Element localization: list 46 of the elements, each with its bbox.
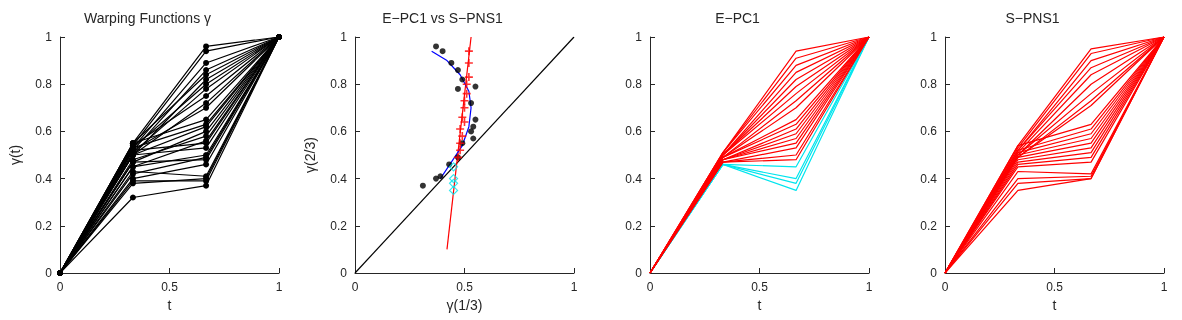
y-tick-label: 1 xyxy=(930,30,938,44)
chart-title: S−PNS1 xyxy=(1005,10,1060,26)
y-tick-label: 0 xyxy=(635,266,643,280)
y-axis-title: γ(t) xyxy=(7,144,23,166)
y-tick-label: 0.8 xyxy=(330,77,348,92)
x-tick-label: 0 xyxy=(941,280,949,294)
x-axis-title: t xyxy=(1052,296,1057,313)
y-tick-label: 0.4 xyxy=(920,171,938,186)
chart-title: E−PC1 xyxy=(715,10,761,26)
y-tick-label: 1 xyxy=(340,30,348,44)
chart-title: Warping Functions γ xyxy=(83,10,212,26)
y-tick-label: 0.2 xyxy=(330,218,348,233)
y-tick-label: 0.2 xyxy=(920,218,938,233)
x-tick-label: 1 xyxy=(275,280,283,294)
y-tick-label: 0.8 xyxy=(35,77,53,92)
x-tick-label: 1 xyxy=(1160,280,1168,294)
y-tick-label: 0.4 xyxy=(625,171,643,186)
y-tick-label: 0.8 xyxy=(920,77,938,92)
chart-title: E−PC1 vs S−PNS1 xyxy=(382,10,504,26)
x-axis-title: t xyxy=(757,296,762,313)
y-axis-title: γ(2/3) xyxy=(302,137,318,173)
y-tick-label: 0.6 xyxy=(35,124,53,139)
x-tick-label: 0.5 xyxy=(161,280,179,294)
x-tick-label: 0 xyxy=(56,280,64,294)
y-tick-label: 0.6 xyxy=(625,124,643,139)
x-axis-title: t xyxy=(167,296,172,313)
y-tick-label: 0 xyxy=(45,266,53,280)
x-tick-label: 0 xyxy=(351,280,359,294)
y-tick-label: 0 xyxy=(340,266,348,280)
y-tick-label: 0.6 xyxy=(330,124,348,139)
y-tick-label: 0.2 xyxy=(625,218,643,233)
y-tick-label: 1 xyxy=(635,30,643,44)
y-tick-label: 0.6 xyxy=(920,124,938,139)
x-tick-label: 1 xyxy=(865,280,873,294)
x-tick-label: 0.5 xyxy=(456,280,474,294)
y-tick-label: 0.4 xyxy=(35,171,53,186)
x-tick-label: 0 xyxy=(646,280,654,294)
y-tick-label: 0.8 xyxy=(625,77,643,92)
x-tick-label: 0.5 xyxy=(1046,280,1064,294)
y-tick-label: 0 xyxy=(930,266,938,280)
y-tick-label: 1 xyxy=(45,30,53,44)
x-tick-label: 1 xyxy=(570,280,578,294)
y-tick-label: 0.4 xyxy=(330,171,348,186)
x-axis-title: γ(1/3) xyxy=(446,296,483,313)
x-tick-label: 0.5 xyxy=(751,280,769,294)
y-tick-label: 0.2 xyxy=(35,218,53,233)
